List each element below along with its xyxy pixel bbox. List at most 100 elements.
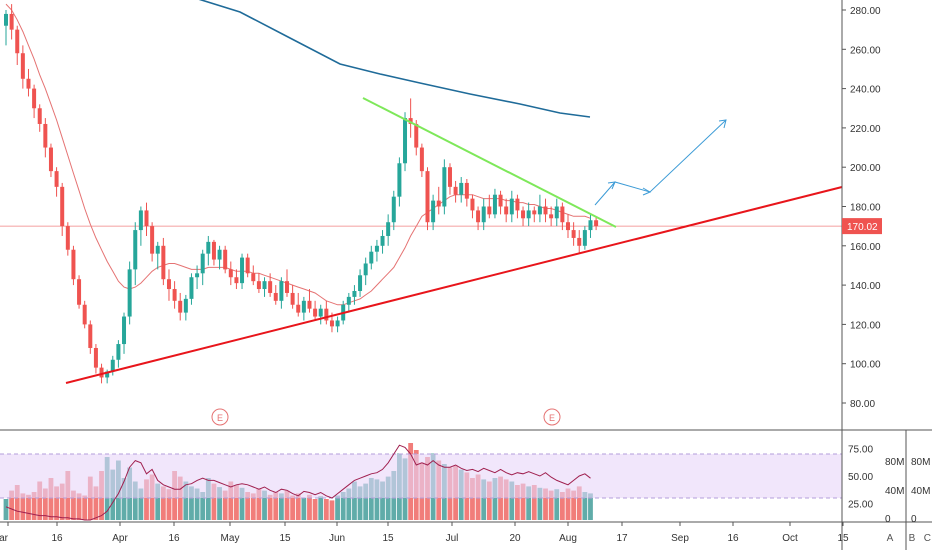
candle-body[interactable] (442, 167, 447, 207)
volume-bar[interactable] (26, 494, 31, 520)
volume-bar[interactable] (177, 476, 183, 520)
volume-bar[interactable] (554, 489, 560, 520)
volume-bar[interactable] (588, 493, 593, 520)
candle-body[interactable] (571, 230, 576, 238)
candle-body[interactable] (195, 273, 200, 278)
volume-bar[interactable] (323, 499, 329, 520)
volume-bar[interactable] (14, 485, 20, 520)
candle-body[interactable] (228, 269, 233, 278)
volume-bar[interactable] (492, 478, 498, 520)
candle-body[interactable] (290, 292, 295, 305)
volume-bar[interactable] (121, 478, 127, 520)
candle-body[interactable] (48, 147, 53, 172)
candle-body[interactable] (363, 263, 368, 276)
volume-bar[interactable] (520, 483, 526, 520)
volume-bar[interactable] (200, 492, 206, 520)
candle-body[interactable] (594, 220, 599, 227)
volume-bar[interactable] (531, 485, 537, 520)
candle-body[interactable] (509, 198, 514, 215)
candle-body[interactable] (82, 304, 87, 325)
volume-bar[interactable] (211, 483, 217, 520)
candle-body[interactable] (521, 210, 526, 219)
candle-body[interactable] (374, 245, 379, 252)
volume-bar[interactable] (278, 493, 284, 520)
volume-bar[interactable] (138, 488, 144, 521)
candle-body[interactable] (110, 359, 115, 372)
volume-bar[interactable] (548, 490, 554, 520)
candle-body[interactable] (20, 53, 25, 79)
volume-bar[interactable] (284, 490, 290, 520)
volume-bar[interactable] (217, 487, 222, 520)
volume-bar[interactable] (290, 495, 296, 521)
volume-bar[interactable] (509, 481, 515, 521)
candle-body[interactable] (37, 108, 42, 124)
volume-bar[interactable] (155, 483, 161, 520)
candle-body[interactable] (537, 206, 542, 215)
candle-body[interactable] (307, 300, 312, 309)
candle-body[interactable] (26, 78, 31, 89)
candle-body[interactable] (313, 308, 318, 317)
volume-bar[interactable] (295, 493, 301, 520)
candle-body[interactable] (166, 279, 171, 290)
volume-bar[interactable] (380, 481, 385, 521)
candle-body[interactable] (105, 371, 110, 378)
volume-bar[interactable] (571, 490, 577, 520)
candle-body[interactable] (532, 210, 537, 215)
rsi-pane[interactable] (0, 444, 842, 521)
candle-body[interactable] (447, 167, 452, 187)
candle-body[interactable] (217, 249, 222, 260)
volume-bar[interactable] (346, 488, 352, 521)
volume-bar[interactable] (526, 486, 532, 520)
volume-bar[interactable] (543, 488, 548, 521)
toolbar-button-c[interactable]: C (924, 533, 931, 544)
earnings-marker[interactable] (211, 408, 229, 426)
support-trendline[interactable] (65, 186, 843, 384)
volume-bar[interactable] (31, 492, 37, 520)
candle-body[interactable] (588, 220, 593, 231)
candle-body[interactable] (436, 200, 441, 207)
candle-body[interactable] (335, 320, 340, 327)
volume-bar[interactable] (54, 486, 59, 520)
volume-bar[interactable] (374, 479, 380, 520)
candle-body[interactable] (470, 198, 475, 211)
volume-bar[interactable] (262, 490, 267, 520)
candle-body[interactable] (582, 230, 587, 246)
candle-body[interactable] (127, 269, 132, 317)
candle-body[interactable] (403, 118, 408, 164)
volume-bar[interactable] (166, 489, 172, 520)
earnings-marker[interactable] (543, 408, 561, 426)
volume-bar[interactable] (486, 481, 492, 521)
candle-body[interactable] (65, 226, 70, 250)
candle-body[interactable] (459, 182, 464, 195)
candle-body[interactable] (116, 344, 121, 360)
volume-bar[interactable] (559, 492, 565, 520)
volume-bar[interactable] (93, 486, 99, 520)
volume-bar[interactable] (71, 490, 76, 520)
candle-body[interactable] (487, 206, 492, 215)
candle-body[interactable] (133, 230, 138, 270)
candle-body[interactable] (189, 277, 194, 299)
candle-body[interactable] (256, 281, 261, 290)
candle-body[interactable] (296, 304, 301, 313)
candle-body[interactable] (99, 367, 104, 378)
candle-body[interactable] (498, 194, 503, 207)
candle-body[interactable] (122, 316, 127, 345)
volume-bar[interactable] (256, 488, 262, 521)
projection-path[interactable] (594, 119, 727, 206)
candle-body[interactable] (329, 320, 334, 327)
volume-bar[interactable] (205, 478, 211, 520)
volume-bar[interactable] (42, 488, 48, 521)
volume-bar[interactable] (318, 496, 324, 520)
volume-bar[interactable] (363, 483, 369, 520)
volume-bar[interactable] (132, 481, 138, 521)
volume-bar[interactable] (335, 495, 340, 521)
candle-body[interactable] (380, 235, 385, 246)
volume-bar[interactable] (503, 479, 509, 520)
volume-bar[interactable] (307, 494, 312, 520)
candle-body[interactable] (43, 123, 48, 148)
volume-bar[interactable] (82, 495, 88, 521)
candle-body[interactable] (273, 292, 278, 301)
toolbar-button-b[interactable]: B (909, 533, 916, 544)
candle-body[interactable] (476, 210, 481, 223)
